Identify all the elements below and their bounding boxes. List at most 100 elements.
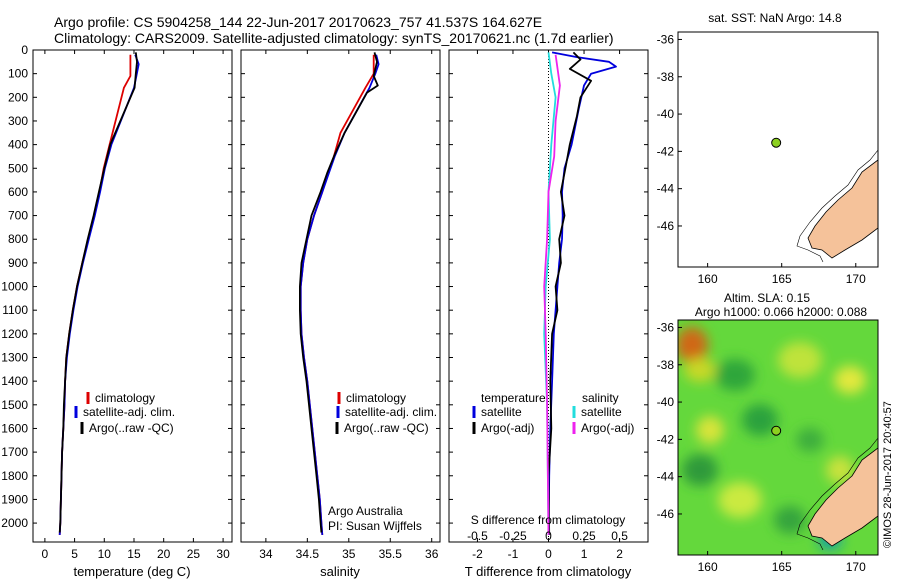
sst-title: sat. SST: NaN Argo: 14.8: [708, 11, 842, 25]
lat-tick-label: -44: [657, 470, 675, 484]
climatology-title: Climatology: CARS2009. Satellite-adjuste…: [54, 30, 614, 46]
lat-tick-label: -46: [657, 507, 675, 521]
x-tick-label: 36: [425, 547, 439, 561]
legend-heading-temperature: temperature: [481, 391, 546, 405]
lat-tick-label: -36: [657, 32, 675, 46]
series-climatology: [58, 54, 132, 535]
series-climatology: [299, 54, 375, 535]
depth-tick-label: 300: [8, 114, 28, 128]
depth-tick-label: 600: [8, 185, 28, 199]
lat-tick-label: -40: [657, 107, 675, 121]
depth-tick-label: 1800: [1, 469, 28, 483]
temperature-x-axis: 0 5 10 15 20 25 30: [42, 50, 230, 561]
argo-location-marker: [771, 425, 782, 436]
depth-tick-label: 1400: [1, 374, 28, 388]
x-tick-label: 25: [187, 547, 201, 561]
depth-tick-label: 500: [8, 161, 28, 175]
sla-mid: [696, 416, 724, 444]
sla-mid: [826, 456, 854, 484]
legend-label: satellite: [481, 405, 522, 419]
depth-axis: 0 100 200 300 400 500 600 700 800 900 1000 1100 1200…: [1, 43, 648, 530]
sla-low: [774, 506, 806, 534]
imos-watermark: ©IMOS 28-Jun-2017 20:40:57: [882, 401, 894, 548]
salinity-xlabel: salinity: [320, 564, 360, 579]
x-tick-label: 15: [127, 547, 141, 561]
lat-tick-label: -44: [657, 182, 675, 196]
legend-label: climatology: [346, 391, 406, 405]
sst-map-frame: [677, 31, 879, 268]
legend-label: satellite: [581, 405, 622, 419]
difference-x-axis: -2 -1 0 1 2: [472, 50, 623, 561]
s-tick-label: -0.25: [499, 529, 527, 543]
argo-location-marker: [771, 137, 782, 148]
sst-map-land: [796, 149, 878, 263]
temperature-axes: [32, 49, 233, 543]
x-tick-label: 2: [616, 547, 623, 561]
salinity-legend: climatology satellite-adj. clim. Argo(..…: [335, 391, 437, 435]
temperature-legend: climatology satellite-adj. clim. Argo(..…: [74, 391, 175, 435]
x-tick-label: 1: [581, 547, 588, 561]
x-tick-label: 10: [98, 547, 112, 561]
x-tick-label: 20: [157, 547, 171, 561]
x-tick-label: 34: [259, 547, 273, 561]
land-south-island: [807, 447, 878, 547]
sla-title: Altim. SLA: 0.15: [724, 291, 810, 305]
legend-label: satellite-adj. clim.: [345, 405, 437, 419]
series-t-satellite: [547, 51, 617, 535]
series-satellite-adj-clim-: [299, 54, 380, 535]
series-t-argo-adj-: [547, 51, 592, 535]
lon-tick-label: 160: [698, 272, 718, 286]
depth-tick-label: 1900: [1, 492, 28, 506]
profile-title: Argo profile: CS 5904258_144 22-Jun-2017…: [54, 14, 542, 30]
coast-outline: [796, 437, 878, 551]
legend-label: Argo(-adj): [581, 421, 634, 435]
sla-heatmap: [678, 320, 878, 555]
x-tick-label: 5: [71, 547, 78, 561]
x-tick-label: -1: [508, 547, 519, 561]
depth-tick-label: 1200: [1, 327, 28, 341]
legend-label: climatology: [95, 391, 155, 405]
lat-tick-label: -38: [657, 70, 675, 84]
sla-map-axes: 160 165 170 -36 -38 -40 -42 -44 -46: [657, 320, 866, 574]
sla-mid: [778, 342, 822, 378]
depth-tick-label: 800: [8, 232, 28, 246]
x-tick-label: 34.5: [296, 547, 320, 561]
depth-tick-label: 400: [8, 138, 28, 152]
series-argo-raw-qc-: [298, 52, 379, 533]
lat-tick-label: -42: [657, 432, 675, 446]
s-difference-label: S difference from climatology: [471, 513, 626, 527]
s-tick-label: -0.5: [467, 529, 488, 543]
legend-heading-salinity: salinity: [582, 391, 619, 405]
difference-xlabel: T difference from climatology: [465, 564, 632, 579]
credit-argo-australia: Argo Australia: [328, 504, 403, 518]
legend-label: Argo(-adj): [481, 421, 534, 435]
sla-low: [715, 359, 755, 391]
legend-label: Argo(..raw -QC): [344, 421, 429, 435]
coast-outline: [796, 149, 878, 263]
sla-map-frame: [677, 319, 879, 556]
sla-high: [678, 327, 708, 363]
series-s-argo-adj-: [543, 54, 561, 535]
temperature-lines: [58, 52, 140, 535]
lat-tick-label: -40: [657, 395, 675, 409]
salinity-x-axis: 34 34.5 35 35.5 36: [259, 50, 439, 561]
depth-tick-label: 1000: [1, 280, 28, 294]
series-satellite-adj-clim-: [58, 54, 140, 535]
sla-subtitle: Argo h1000: 0.066 h2000: 0.088: [695, 305, 867, 319]
depth-tick-label: 1700: [1, 445, 28, 459]
lat-tick-label: -36: [657, 320, 675, 334]
s-tick-label: 0.5: [611, 529, 628, 543]
sst-map-axes: 160 165 170 -36 -38 -40 -42 -44 -46: [657, 32, 866, 286]
series-argo-raw-qc-: [58, 52, 138, 533]
depth-tick-label: 700: [8, 209, 28, 223]
x-tick-label: 30: [216, 547, 230, 561]
sla-mid: [834, 366, 866, 394]
x-tick-label: 35.5: [379, 547, 403, 561]
salinity-axes: [240, 49, 441, 543]
depth-tick-label: 0: [21, 43, 28, 57]
sla-mid: [684, 358, 716, 382]
lon-tick-label: 165: [772, 272, 792, 286]
depth-tick-label: 1600: [1, 421, 28, 435]
sla-anomalies: [678, 327, 866, 550]
